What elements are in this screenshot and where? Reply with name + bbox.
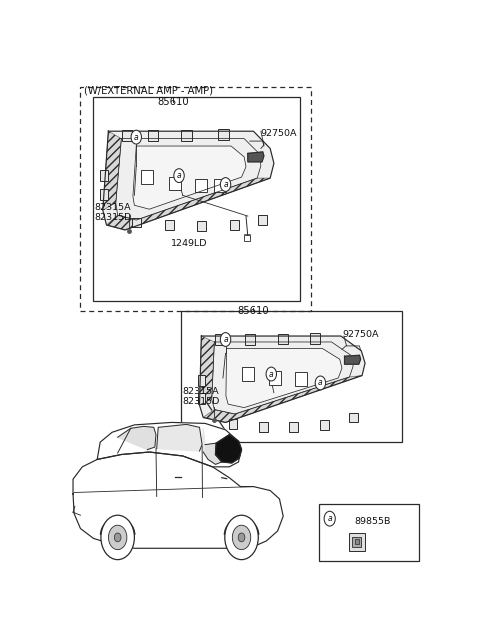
Polygon shape <box>107 178 270 230</box>
Polygon shape <box>103 131 274 230</box>
Circle shape <box>232 525 251 549</box>
Bar <box>81 87 311 312</box>
Text: 82315A: 82315A <box>182 387 219 396</box>
Bar <box>181 312 402 442</box>
Circle shape <box>101 515 134 560</box>
Text: 82315A: 82315A <box>94 203 131 212</box>
Circle shape <box>220 333 231 346</box>
Bar <box>100 171 108 181</box>
Bar <box>181 129 192 140</box>
Text: a: a <box>327 514 332 523</box>
Polygon shape <box>200 336 365 422</box>
Circle shape <box>225 515 258 560</box>
Polygon shape <box>200 336 215 405</box>
Polygon shape <box>226 348 342 408</box>
Bar <box>319 504 419 561</box>
Bar <box>352 537 361 547</box>
Text: a: a <box>134 133 139 142</box>
Bar <box>228 419 238 429</box>
Text: 89855B: 89855B <box>354 517 390 526</box>
Circle shape <box>131 130 142 144</box>
Text: a: a <box>318 378 323 387</box>
Polygon shape <box>103 131 121 210</box>
Text: a: a <box>223 180 228 189</box>
Bar <box>214 179 226 192</box>
Bar <box>142 171 154 184</box>
Polygon shape <box>118 426 156 449</box>
Bar <box>195 179 207 192</box>
Bar <box>269 371 281 385</box>
Circle shape <box>266 367 276 381</box>
Bar <box>94 97 300 301</box>
Bar <box>321 420 329 430</box>
Bar <box>295 372 307 386</box>
Bar <box>218 129 229 140</box>
Bar <box>148 129 158 140</box>
Bar <box>244 334 255 345</box>
Text: 82315D: 82315D <box>182 397 219 406</box>
Polygon shape <box>73 452 283 548</box>
Circle shape <box>220 178 231 192</box>
Text: 85610: 85610 <box>157 97 189 106</box>
Text: a: a <box>223 335 228 344</box>
Circle shape <box>324 512 335 526</box>
Polygon shape <box>216 435 241 463</box>
Polygon shape <box>203 428 205 451</box>
Bar <box>165 220 174 230</box>
Bar <box>132 217 141 228</box>
Polygon shape <box>97 422 240 467</box>
Circle shape <box>238 533 245 542</box>
Circle shape <box>174 169 184 183</box>
Text: (W/EXTERNAL AMP - AMP): (W/EXTERNAL AMP - AMP) <box>84 86 213 96</box>
Text: 92750A: 92750A <box>342 329 378 338</box>
Bar <box>229 220 239 230</box>
Text: 1249LD: 1249LD <box>170 239 207 248</box>
Circle shape <box>114 533 121 542</box>
Bar <box>355 539 359 544</box>
Bar <box>348 413 358 422</box>
Polygon shape <box>248 152 264 162</box>
Text: 85610: 85610 <box>238 306 269 317</box>
Polygon shape <box>345 355 360 364</box>
Bar <box>289 422 298 432</box>
Bar <box>198 394 205 404</box>
Bar <box>310 333 320 344</box>
Circle shape <box>108 525 127 549</box>
Bar <box>242 367 254 381</box>
Bar <box>100 189 108 200</box>
Polygon shape <box>203 443 222 464</box>
Bar <box>278 333 288 344</box>
Polygon shape <box>203 376 362 422</box>
Bar <box>348 533 365 551</box>
Text: a: a <box>177 171 181 180</box>
Bar <box>259 422 268 432</box>
Bar <box>169 177 181 190</box>
Bar <box>244 235 250 241</box>
Polygon shape <box>133 146 246 209</box>
Text: 82315D: 82315D <box>94 213 132 222</box>
Circle shape <box>315 376 325 390</box>
Text: 92750A: 92750A <box>260 129 297 138</box>
Polygon shape <box>156 424 202 451</box>
Bar <box>198 375 205 386</box>
Bar <box>122 129 132 140</box>
Bar <box>197 221 206 231</box>
Bar <box>258 215 267 225</box>
Bar <box>216 334 226 345</box>
Text: a: a <box>269 370 274 379</box>
